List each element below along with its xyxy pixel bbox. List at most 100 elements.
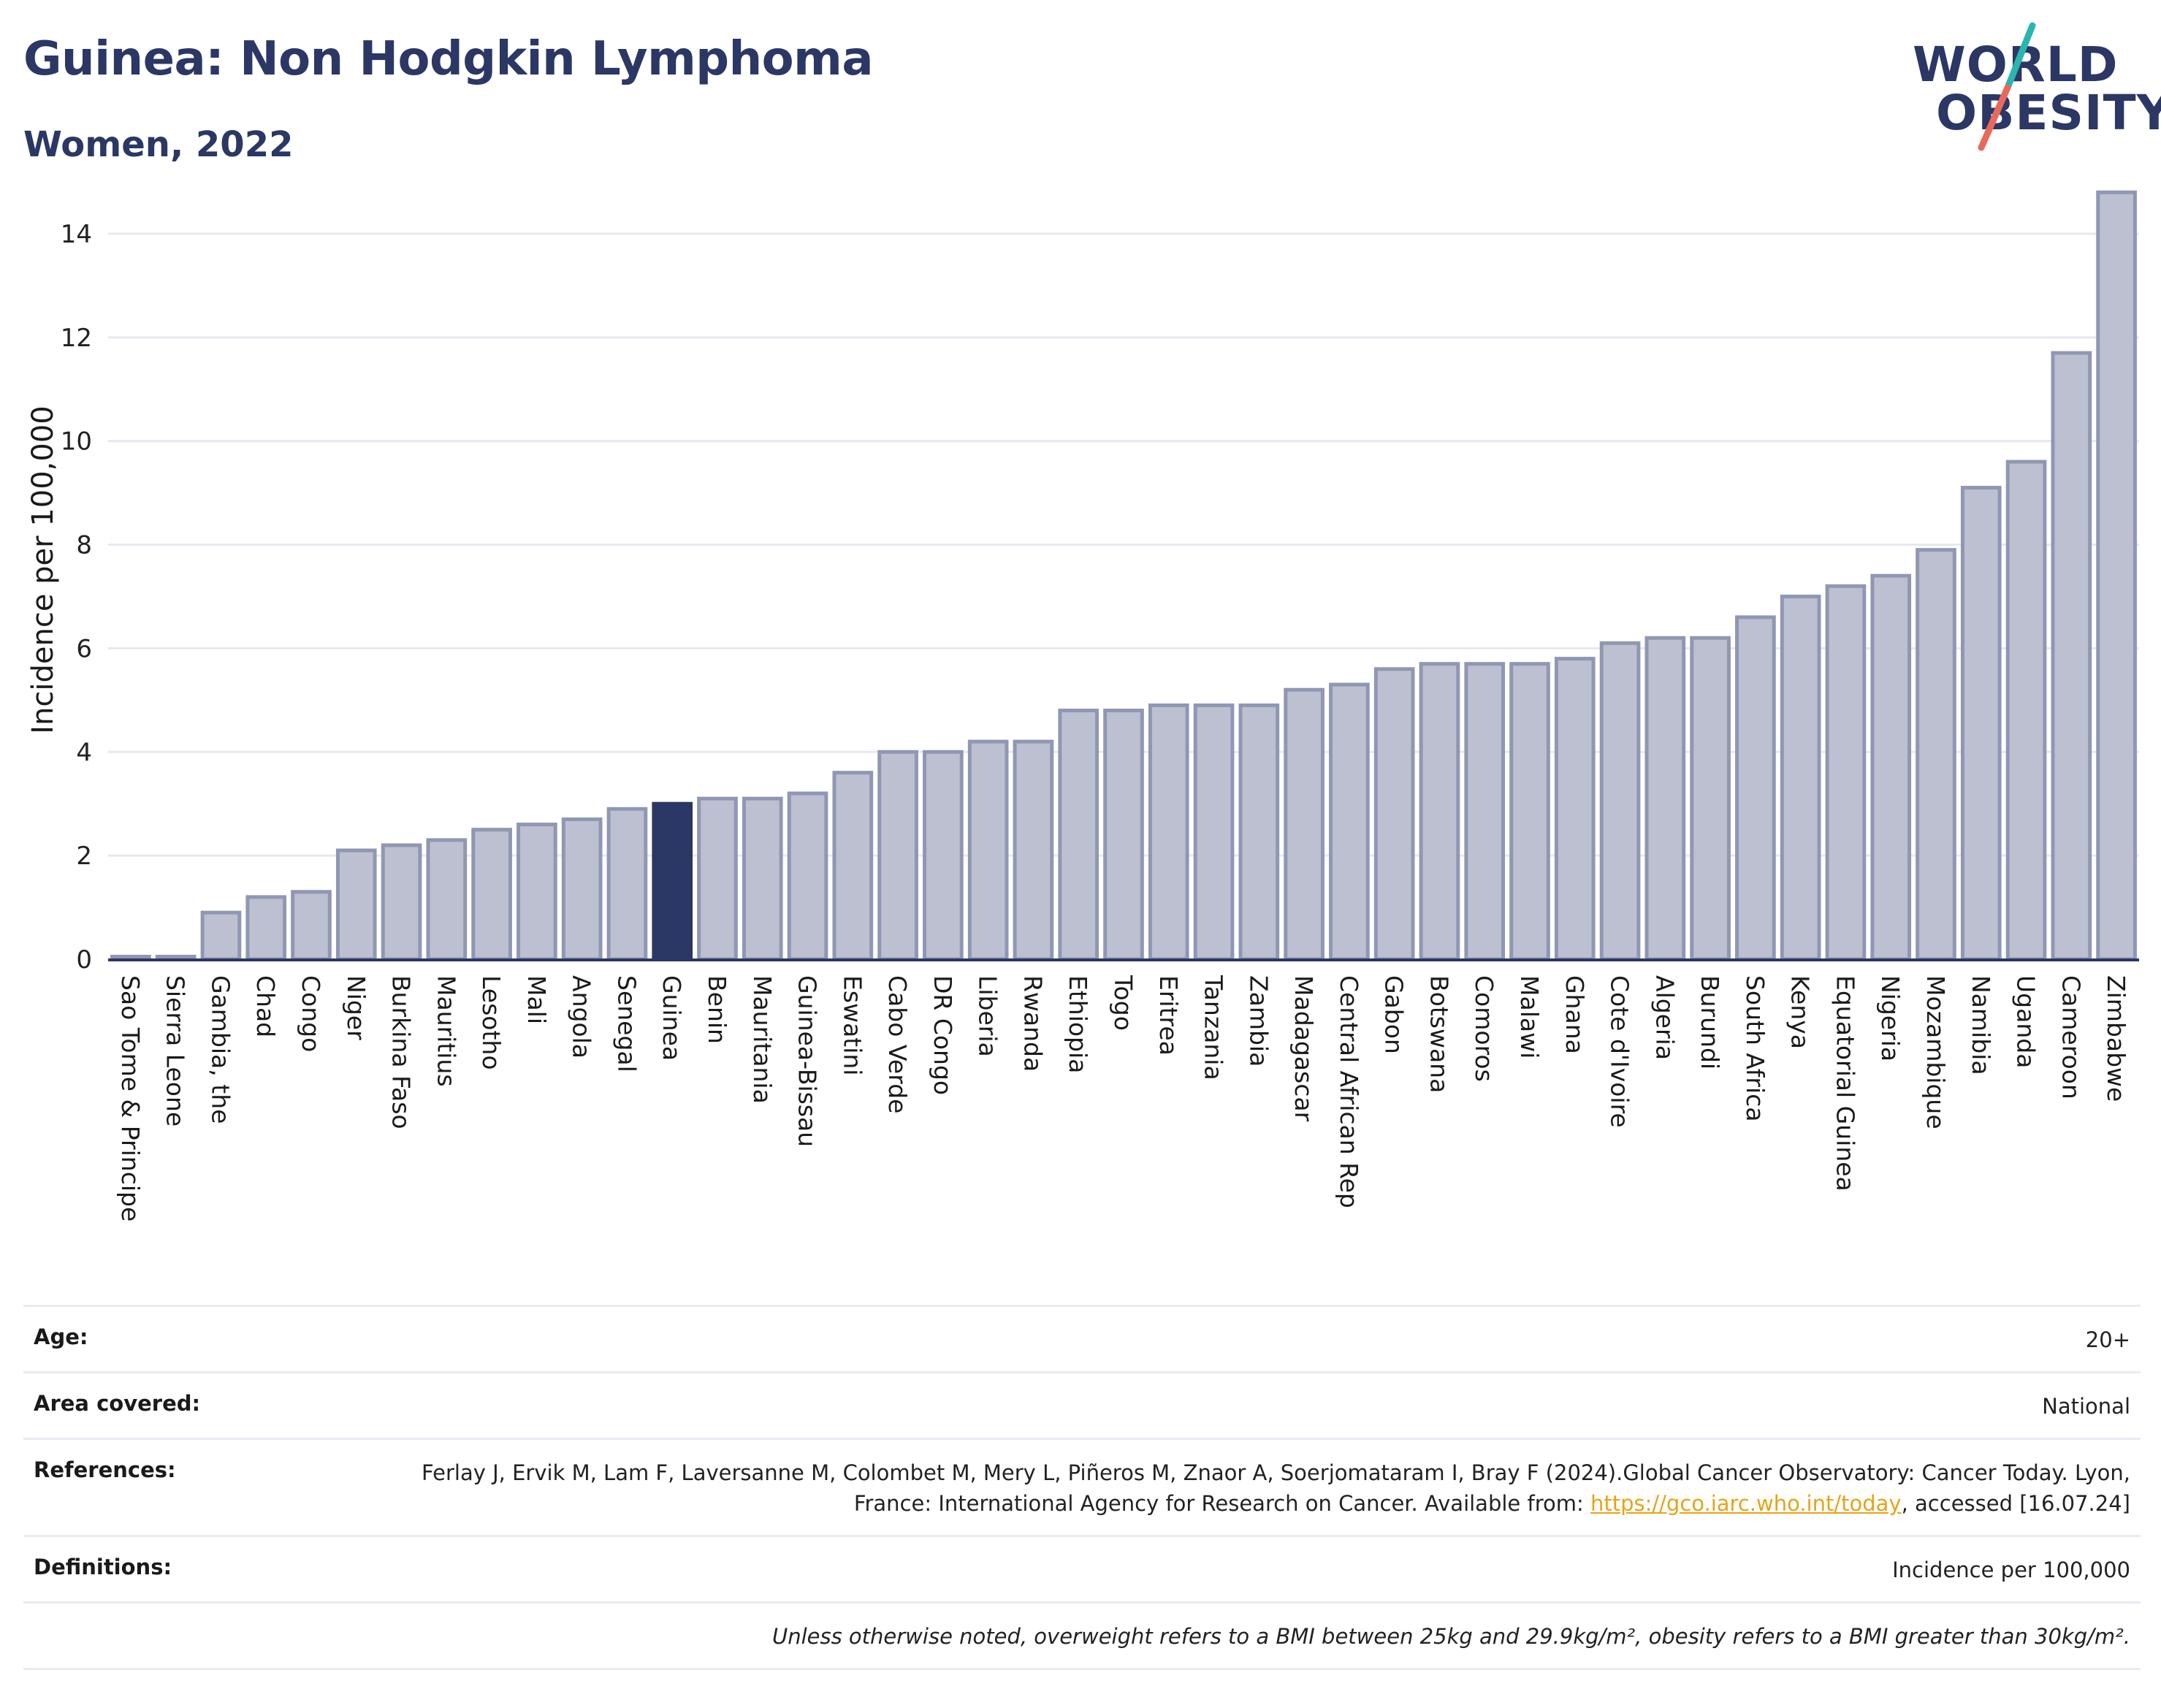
x-tick-label: Burundi	[1696, 975, 1724, 1070]
x-tick-label: Comoros	[1470, 975, 1498, 1082]
references-accessed: , accessed [16.07.24]	[1901, 1491, 2130, 1516]
bar-central-african-rep	[1329, 682, 1370, 961]
definitions-value: Incidence per 100,000	[1892, 1558, 2130, 1582]
bar-mauritania	[742, 796, 783, 961]
x-tick-label: Central African Rep	[1335, 975, 1363, 1208]
x-tick-label: Cote d'Ivoire	[1606, 975, 1634, 1128]
info-row-note: Unless otherwise noted, overweight refer…	[23, 1601, 2141, 1670]
x-tick-label: Liberia	[974, 975, 1002, 1057]
area-label: Area covered:	[34, 1391, 201, 1416]
bar-eswatini	[832, 771, 874, 961]
info-row-references: References: Ferlay J, Ervik M, Lam F, La…	[23, 1438, 2141, 1535]
x-tick-label: Algeria	[1650, 975, 1679, 1060]
age-value: 20+	[2085, 1327, 2130, 1352]
x-tick-label: Sierra Leone	[161, 975, 190, 1126]
bar-kenya	[1780, 595, 1821, 961]
x-tick-label: Gabon	[1380, 975, 1409, 1054]
x-tick-label: Eritrea	[1154, 975, 1183, 1056]
bar-chad	[245, 895, 287, 961]
page-subtitle: Women, 2022	[23, 124, 294, 165]
world-obesity-logo: WORLD OBESITY	[1899, 22, 2161, 153]
info-table: Age: 20+ Area covered: National Referenc…	[23, 1305, 2141, 1670]
bar-zambia	[1238, 703, 1280, 961]
x-tick-label: Eswatini	[838, 975, 866, 1075]
x-tick-label: Zambia	[1244, 975, 1273, 1067]
bar-benin	[697, 796, 738, 961]
x-tick-label: Senegal	[612, 975, 641, 1072]
bar-zimbabwe	[2096, 190, 2137, 961]
bar-gambia-the	[200, 910, 242, 961]
bar-madagascar	[1284, 687, 1325, 961]
references-link[interactable]: https://gco.iarc.who.int/today	[1590, 1491, 1902, 1516]
y-tick-label: 6	[76, 634, 92, 663]
bar-eritrea	[1148, 703, 1189, 961]
bar-malawi	[1509, 662, 1550, 961]
bar-niger	[335, 848, 377, 961]
x-tick-label: Lesotho	[477, 975, 506, 1070]
definitions-label: Definitions:	[34, 1555, 172, 1579]
references-text: Ferlay J, Ervik M, Lam F, Laversanne M, …	[422, 1460, 2130, 1516]
x-tick-label: Malawi	[1515, 975, 1544, 1059]
x-tick-label: Guinea-Bissau	[793, 975, 822, 1147]
x-tick-label: Cabo Verde	[883, 975, 912, 1113]
references-value: Ferlay J, Ervik M, Lam F, Laversanne M, …	[406, 1457, 2130, 1519]
bar-mauritius	[426, 838, 468, 961]
x-tick-label: Zimbabwe	[2102, 975, 2130, 1102]
bar-burkina-faso	[381, 843, 422, 961]
references-label: References:	[34, 1457, 176, 1482]
bar-comoros	[1464, 662, 1506, 961]
info-row-definitions: Definitions: Incidence per 100,000	[23, 1535, 2141, 1601]
bar-cameroon	[2051, 351, 2092, 961]
x-tick-label: Kenya	[1786, 975, 1815, 1049]
x-tick-label: Chad	[251, 975, 280, 1037]
info-row-age: Age: 20+	[23, 1305, 2141, 1371]
x-tick-label: Gambia, the	[206, 975, 235, 1124]
age-label: Age:	[34, 1324, 88, 1349]
x-tick-label: Congo	[297, 975, 325, 1052]
bar-ethiopia	[1058, 709, 1099, 961]
bar-gabon	[1373, 667, 1415, 961]
bar-ghana	[1554, 657, 1596, 961]
bmi-note: Unless otherwise noted, overweight refer…	[771, 1624, 2130, 1649]
bar-chart: 0 2 4 6 8 10 12 14 Sao Tome & Principe Sierra Le…	[26, 190, 2139, 1221]
logo-slash-icon	[1978, 22, 2036, 151]
x-tick-label: Botswana	[1425, 975, 1453, 1093]
bar-equatorial-guinea	[1825, 584, 1867, 961]
bar-lesotho	[471, 828, 512, 961]
bar-congo	[291, 890, 332, 961]
y-axis-title: Incidence per 100,000	[26, 405, 60, 734]
bar-rwanda	[1013, 739, 1054, 961]
y-tick-label: 12	[61, 324, 92, 353]
x-tick-label: Uganda	[2012, 975, 2040, 1068]
x-tick-label: South Africa	[1741, 975, 1769, 1122]
bar-tanzania	[1193, 703, 1235, 961]
bar-south-africa	[1735, 615, 1776, 961]
logo-line2: OBESITY	[1936, 85, 2161, 141]
bar-togo	[1103, 709, 1144, 961]
x-tick-label: Mozambique	[1921, 975, 1950, 1129]
bar-namibia	[1960, 486, 2002, 961]
bar-botswana	[1419, 662, 1460, 961]
x-tick-label: Mali	[522, 975, 551, 1024]
x-tick-label: Guinea	[658, 975, 686, 1061]
y-tick-label: 8	[76, 531, 92, 560]
bars	[110, 190, 2137, 961]
bar-dr-congo	[923, 750, 964, 961]
x-tick-label: Burkina Faso	[387, 975, 416, 1129]
y-tick-label: 14	[61, 220, 92, 249]
bar-cabo-verde	[877, 750, 918, 961]
bar-guinea-bissau	[787, 791, 828, 961]
x-tick-label: Nigeria	[1876, 975, 1905, 1061]
y-tick-label: 4	[76, 738, 92, 767]
bar-mali	[517, 823, 557, 961]
x-tick-label: Tanzania	[1200, 975, 1228, 1080]
x-tick-label: Benin	[703, 975, 731, 1044]
x-tick-label: Mauritius	[432, 975, 460, 1087]
bar-burundi	[1690, 636, 1731, 961]
x-tick-label: Niger	[342, 975, 370, 1040]
bar-uganda	[2005, 460, 2047, 961]
x-tick-label: Namibia	[1967, 975, 1995, 1075]
x-axis-labels: Sao Tome & Principe Sierra Leone Gambia, t…	[116, 975, 2130, 1221]
x-tick-label: Mauritania	[748, 975, 777, 1104]
bar-nigeria	[1870, 573, 1912, 961]
